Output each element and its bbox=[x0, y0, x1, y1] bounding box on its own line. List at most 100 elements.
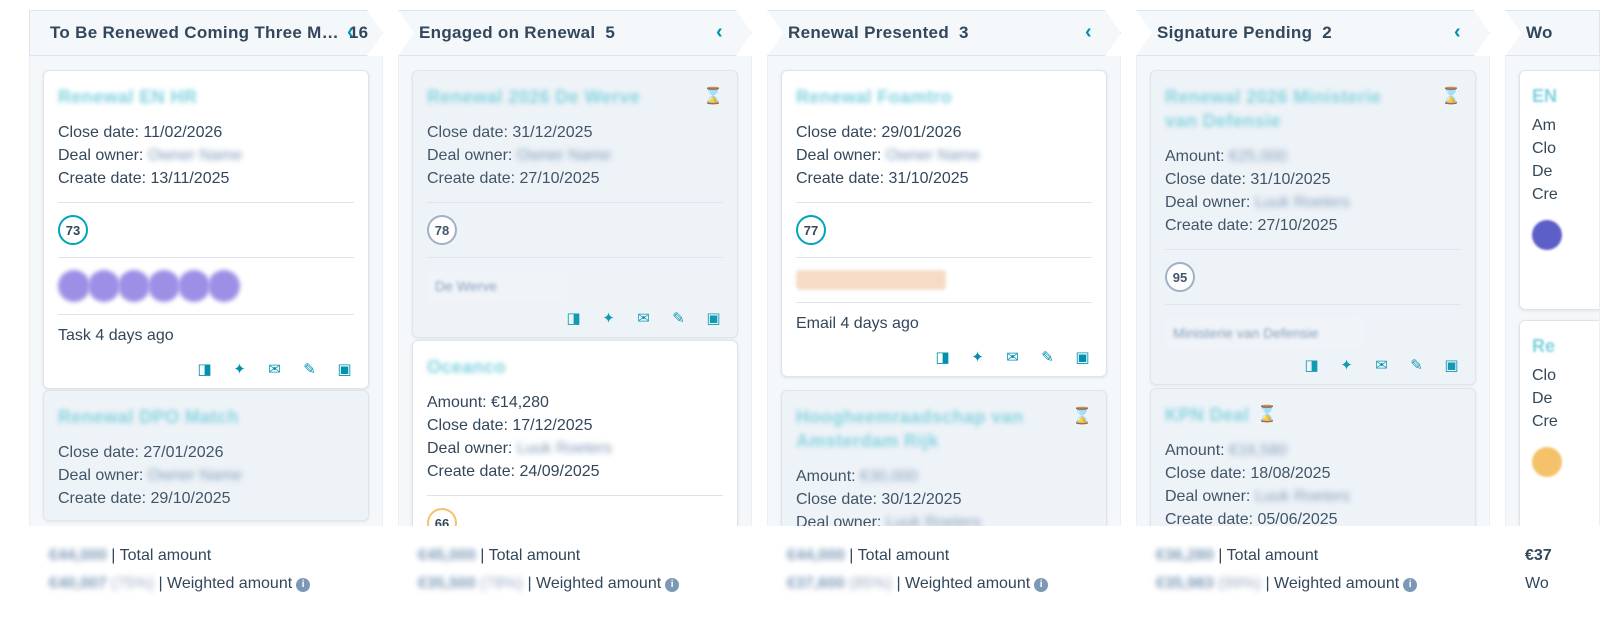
deal-name[interactable]: Renewal DPO Match bbox=[58, 407, 239, 427]
create-date: Create date: 13/11/2025 bbox=[58, 170, 230, 187]
divider bbox=[1165, 304, 1461, 305]
email-icon[interactable]: ✉ bbox=[268, 360, 281, 378]
preview-icon[interactable]: ◨ bbox=[566, 309, 581, 327]
preview-icon[interactable]: ◨ bbox=[935, 348, 950, 366]
info-icon[interactable]: i bbox=[665, 578, 680, 592]
deal-card[interactable]: Renewal DPO Match Close date: 27/01/2026… bbox=[43, 390, 369, 521]
avatar[interactable] bbox=[118, 270, 150, 302]
stage-header[interactable]: Signature Pending 2 ‹ bbox=[1136, 10, 1490, 56]
stage-header[interactable]: Engaged on Renewal 5 ‹ bbox=[398, 10, 752, 56]
collapse-chevron-icon[interactable]: ‹ bbox=[347, 21, 354, 43]
collapse-chevron-icon[interactable]: ‹ bbox=[1085, 21, 1092, 43]
info-icon[interactable]: i bbox=[296, 578, 311, 592]
info-icon[interactable]: i bbox=[1034, 578, 1049, 592]
deal-score-badge: 66 bbox=[427, 508, 457, 526]
amount: Amount: €30,000 bbox=[796, 468, 918, 485]
edit-note-icon[interactable]: ✎ bbox=[1410, 356, 1423, 374]
close-date: Close date: 31/12/2025 bbox=[427, 124, 593, 141]
deal-card[interactable]: Hoogheemraadschap van Amsterdam Rijk ⌛ A… bbox=[781, 390, 1107, 526]
stage-count: 2 bbox=[1322, 23, 1333, 42]
avatar[interactable] bbox=[58, 270, 90, 302]
deal-name[interactable]: Renewal EN HR bbox=[58, 87, 198, 107]
avatar[interactable] bbox=[1532, 447, 1562, 477]
stage-column-partial: Wo EN Am Clo De Cre Re Clo De Cre €37 Wo bbox=[1505, 10, 1600, 619]
deal-card[interactable]: Re Clo De Cre bbox=[1519, 320, 1599, 526]
deal-name[interactable]: Hoogheemraadschap van Amsterdam Rijk bbox=[796, 407, 1024, 451]
deal-card[interactable]: Renewal EN HR Close date: 11/02/2026 Dea… bbox=[43, 70, 369, 389]
total-amount: €37 bbox=[1525, 547, 1552, 564]
deal-owner: Deal owner: Owner Name bbox=[796, 147, 981, 164]
email-icon[interactable]: ✉ bbox=[1006, 348, 1019, 366]
deal-name[interactable]: Re bbox=[1532, 336, 1556, 356]
deal-score-badge: 95 bbox=[1165, 262, 1195, 292]
hourglass-icon: ⌛ bbox=[703, 88, 723, 105]
associated-company[interactable]: Ministerie van Defensie bbox=[1165, 317, 1365, 349]
deal-card[interactable]: Renewal Foamtro Close date: 29/01/2026 D… bbox=[781, 70, 1107, 377]
collapse-chevron-icon[interactable]: ‹ bbox=[716, 21, 723, 43]
stage-count: 16 bbox=[348, 23, 369, 42]
edit-note-icon[interactable]: ✎ bbox=[672, 309, 685, 327]
close-date: Close date: 27/01/2026 bbox=[58, 444, 224, 461]
stage-column-renewal-presented: Renewal Presented 3 ‹ Renewal Foamtro Cl… bbox=[767, 10, 1121, 619]
task-icon[interactable]: ▣ bbox=[1444, 356, 1459, 374]
deal-name[interactable]: EN bbox=[1532, 86, 1558, 106]
deal-score-badge: 77 bbox=[796, 215, 826, 245]
contact-avatars[interactable] bbox=[58, 270, 354, 302]
stage-header[interactable]: Renewal Presented 3 ‹ bbox=[767, 10, 1121, 56]
edit-note-icon[interactable]: ✎ bbox=[1041, 348, 1054, 366]
weighted-amount: €35,500 (78%) | Weighted amount i bbox=[418, 570, 752, 598]
ai-sparkle-icon[interactable]: ✦ bbox=[1340, 356, 1353, 374]
deal-card[interactable]: Oceanco Amount: €14,280 Close date: 17/1… bbox=[412, 340, 738, 526]
create-date: Create date: 27/10/2025 bbox=[1165, 217, 1338, 234]
collapse-chevron-icon[interactable]: ‹ bbox=[1454, 21, 1461, 43]
deal-owner: De bbox=[1532, 390, 1553, 407]
close-date: Close date: 29/01/2026 bbox=[796, 124, 962, 141]
deal-name[interactable]: Renewal 2026 De Werve bbox=[427, 87, 641, 107]
contact-avatars[interactable] bbox=[796, 270, 946, 290]
amount: Am bbox=[1532, 117, 1556, 134]
deal-card[interactable]: EN Am Clo De Cre bbox=[1519, 70, 1599, 310]
amount: Amount: €14,280 bbox=[427, 394, 549, 411]
divider bbox=[58, 257, 354, 258]
stage-count: 5 bbox=[605, 23, 616, 42]
deal-name[interactable]: KPN Deal bbox=[1165, 405, 1250, 425]
stage-footer: €44,000 | Total amount €40,007 (75%) | W… bbox=[29, 526, 383, 619]
task-icon[interactable]: ▣ bbox=[1075, 348, 1090, 366]
amount: Amount: €25,000 bbox=[1165, 148, 1287, 165]
deal-card[interactable]: Renewal 2026 De Werve ⌛ Close date: 31/1… bbox=[412, 70, 738, 338]
preview-icon[interactable]: ◨ bbox=[197, 360, 212, 378]
avatar[interactable] bbox=[148, 270, 180, 302]
divider bbox=[796, 202, 1092, 203]
avatar[interactable] bbox=[208, 270, 240, 302]
deal-owner: Deal owner: Owner Name bbox=[427, 147, 612, 164]
close-date: Close date: 11/02/2026 bbox=[58, 124, 223, 141]
preview-icon[interactable]: ◨ bbox=[1304, 356, 1319, 374]
ai-sparkle-icon[interactable]: ✦ bbox=[233, 360, 246, 378]
edit-note-icon[interactable]: ✎ bbox=[303, 360, 316, 378]
avatar[interactable] bbox=[1532, 220, 1562, 250]
deal-score-badge: 78 bbox=[427, 215, 457, 245]
deal-card[interactable]: KPN Deal ⌛ Amount: €16,580 Close date: 1… bbox=[1150, 388, 1476, 526]
ai-sparkle-icon[interactable]: ✦ bbox=[971, 348, 984, 366]
info-icon[interactable]: i bbox=[1403, 578, 1418, 592]
task-icon[interactable]: ▣ bbox=[337, 360, 352, 378]
deal-card[interactable]: Renewal 2026 Ministerie van Defensie ⌛ A… bbox=[1150, 70, 1476, 385]
associated-company[interactable]: De Werve bbox=[427, 270, 567, 302]
card-actions: ◨ ✦ ✉ ✎ ▣ bbox=[1165, 355, 1461, 374]
avatar[interactable] bbox=[178, 270, 210, 302]
email-icon[interactable]: ✉ bbox=[1375, 356, 1388, 374]
stage-header[interactable]: Wo bbox=[1505, 10, 1600, 56]
stage-card-list: EN Am Clo De Cre Re Clo De Cre bbox=[1505, 56, 1600, 526]
task-icon[interactable]: ▣ bbox=[706, 309, 721, 327]
stage-title: Engaged on Renewal bbox=[419, 23, 596, 42]
stage-title: Renewal Presented bbox=[788, 23, 949, 42]
deal-name[interactable]: Oceanco bbox=[427, 357, 506, 377]
ai-sparkle-icon[interactable]: ✦ bbox=[602, 309, 615, 327]
email-icon[interactable]: ✉ bbox=[637, 309, 650, 327]
avatar[interactable] bbox=[88, 270, 120, 302]
stage-header[interactable]: To Be Renewed Coming Three M… 16 ‹ bbox=[29, 10, 383, 56]
stage-column-to-be-renewed: To Be Renewed Coming Three M… 16 ‹ Renew… bbox=[29, 10, 383, 619]
deal-name[interactable]: Renewal Foamtro bbox=[796, 87, 953, 107]
deal-name[interactable]: Renewal 2026 Ministerie van Defensie bbox=[1165, 87, 1382, 131]
